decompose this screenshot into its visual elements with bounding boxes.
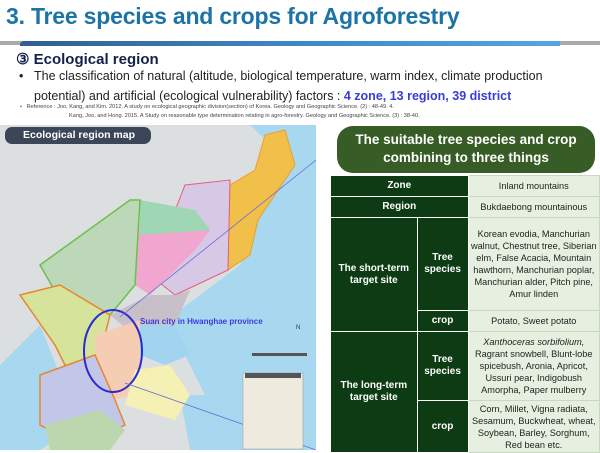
reference-2: Kang, Joo, and Hong. 2015. A Study on re… xyxy=(69,113,420,119)
table-row: The long-term target site Tree species Xan… xyxy=(330,331,600,453)
north-arrow-icon: N xyxy=(296,325,301,331)
short-tree-value: Korean evodia, Manchurian walnut, Chestn… xyxy=(467,217,600,311)
table-row: Zone Inland mountains xyxy=(330,175,600,197)
table-row: crop Corn, Millet, Vigna radiata, Sesamum… xyxy=(331,400,600,453)
long-tree-value: Ragrant snowbell, Blunt-lobe spicebush, … xyxy=(475,349,593,395)
long-crop-value: Corn, Millet, Vigna radiata, Sesamum, Bu… xyxy=(467,400,600,453)
panel-title-line1: The suitable tree species and crop xyxy=(355,132,577,147)
long-tree-label: Tree species xyxy=(416,331,469,401)
panel-title-line2: combining to three things xyxy=(383,150,549,165)
ecological-region-map: Ecological region map Suan city in Hwang… xyxy=(0,125,316,450)
zone-value: Inland mountains xyxy=(467,175,600,197)
short-crop-label: crop xyxy=(416,310,469,332)
divider-accent xyxy=(20,41,560,46)
region-label: Region xyxy=(330,196,469,218)
bullet-text: The classification of natural (altitude,… xyxy=(34,69,543,103)
table-row: The short-term target site Tree species Ko… xyxy=(330,217,600,332)
section-heading: ③ Ecological region xyxy=(16,51,159,68)
short-tree-label: Tree species xyxy=(416,217,469,311)
map-graphic xyxy=(0,125,316,450)
page-title: 3. Tree species and crops for Agroforest… xyxy=(6,3,460,29)
map-label: Ecological region map xyxy=(5,127,151,144)
long-term-label: The long-term target site xyxy=(330,331,418,453)
bullet-point: • The classification of natural (altitude… xyxy=(19,69,543,103)
region-value: Bukdaebong mountainous xyxy=(467,196,600,218)
long-crop-label: crop xyxy=(416,400,469,453)
short-crop-value: Potato, Sweet potato xyxy=(467,310,600,332)
long-tree-italic: Xanthoceras sorbifolium, xyxy=(483,337,585,347)
zone-label: Zone xyxy=(330,175,469,197)
table-row: Region Bukdaebong mountainous xyxy=(330,196,600,218)
map-annotation: Suan city in Hwanghae province xyxy=(140,317,263,326)
reference-1: Reference : Joo, Kang, and Kim. 2012. A … xyxy=(26,104,394,110)
long-tree-cell: Xanthoceras sorbifolium, Ragrant snowbel… xyxy=(467,331,600,401)
short-term-label: The short-term target site xyxy=(330,217,418,332)
panel-title: The suitable tree species and crop combin… xyxy=(337,126,595,173)
table-row: crop Potato, Sweet potato xyxy=(331,310,600,332)
bullet-highlight: 4 zone, 13 region, 39 district xyxy=(343,89,512,103)
species-table: Zone Inland mountains Region Bukdaebong mo… xyxy=(330,175,600,453)
references: • Reference : Joo, Kang, and Kim. 2012. … xyxy=(20,104,420,119)
